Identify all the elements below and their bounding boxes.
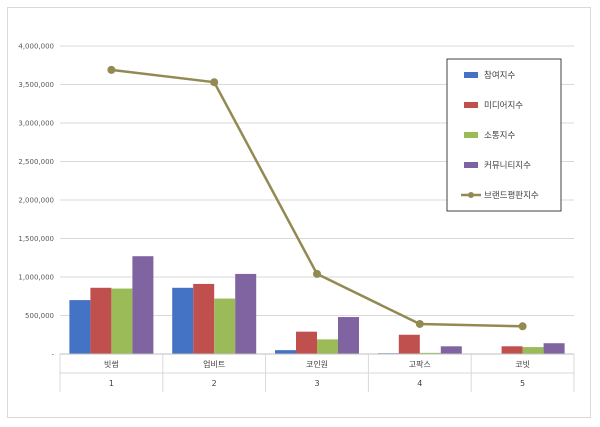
y-tick-label: 3,500,000 bbox=[18, 81, 54, 89]
bar bbox=[317, 339, 338, 354]
y-tick-label: 4,000,000 bbox=[18, 43, 54, 51]
x-category-label: 코인원 bbox=[306, 359, 328, 369]
legend-label: 브랜드평판지수 bbox=[484, 190, 539, 201]
legend-swatch bbox=[464, 162, 478, 168]
y-tick-label: 2,500,000 bbox=[18, 158, 54, 166]
bar bbox=[501, 346, 523, 354]
x-category-index-label: 5 bbox=[520, 379, 525, 388]
x-axis: 빗썸 1 업비트 2 코인원 3 고팍스 4 코빗 5 bbox=[59, 353, 575, 392]
y-axis: - 500,000 1,000,000 1,500,000 2,000,000 2,500… bbox=[18, 43, 54, 359]
bar-series bbox=[69, 256, 565, 355]
bar bbox=[419, 352, 441, 354]
line-point bbox=[415, 319, 424, 328]
y-tick-label: 1,500,000 bbox=[18, 235, 54, 243]
x-category-label: 빗썸 bbox=[104, 360, 119, 369]
x-category-label: 업비트 bbox=[203, 360, 225, 369]
bar bbox=[398, 334, 420, 354]
bar bbox=[172, 287, 194, 354]
bar bbox=[69, 300, 91, 354]
bar bbox=[522, 347, 544, 354]
legend-label: 소통지수 bbox=[484, 131, 515, 141]
legend-label: 미디어지수 bbox=[484, 100, 523, 111]
bar bbox=[90, 287, 112, 354]
bar bbox=[296, 331, 317, 354]
line-point bbox=[210, 78, 219, 87]
line-point bbox=[313, 269, 321, 278]
x-category-index-label: 1 bbox=[109, 379, 114, 388]
bar bbox=[440, 346, 462, 354]
y-tick-label: 2,000,000 bbox=[18, 197, 54, 205]
legend-swatch bbox=[464, 102, 478, 108]
x-category-label: 코빗 bbox=[515, 360, 530, 369]
bar bbox=[132, 256, 154, 354]
line-series bbox=[107, 65, 527, 331]
bar bbox=[193, 283, 215, 354]
x-category-index-label: 2 bbox=[212, 379, 217, 388]
legend-swatch bbox=[464, 72, 478, 78]
legend-swatch bbox=[464, 132, 478, 138]
bar bbox=[543, 343, 565, 354]
legend-label: 참여지수 bbox=[484, 70, 515, 81]
y-tick-label: 3,000,000 bbox=[18, 120, 54, 128]
legend-marker bbox=[468, 192, 474, 198]
bar bbox=[275, 350, 296, 354]
bar bbox=[235, 273, 257, 354]
x-category-label: 고팍스 bbox=[409, 359, 431, 369]
x-category-index-label: 4 bbox=[417, 379, 422, 388]
legend-label: 커뮤니티지수 bbox=[484, 160, 531, 171]
y-tick-label: 1,000,000 bbox=[18, 274, 54, 282]
y-tick-label: 500,000 bbox=[25, 312, 54, 320]
line-point bbox=[107, 65, 116, 74]
y-tick-label: - bbox=[51, 351, 54, 359]
line-point bbox=[518, 322, 527, 331]
bar bbox=[214, 298, 236, 354]
bar bbox=[338, 317, 359, 354]
bar bbox=[111, 288, 133, 354]
x-category-index-label: 3 bbox=[314, 379, 319, 388]
